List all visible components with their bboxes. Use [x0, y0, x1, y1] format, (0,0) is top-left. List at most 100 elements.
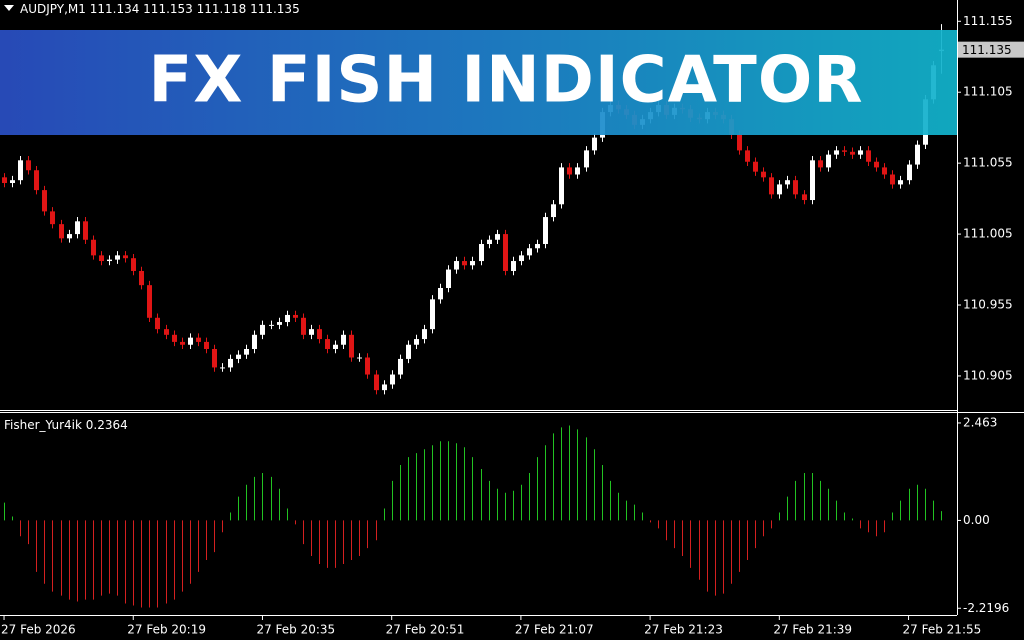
indicator-header: Fisher_Yur4ik 0.2364 [4, 418, 128, 432]
candle-body [503, 234, 508, 271]
x-tick-label: 27 Feb 20:19 [127, 623, 206, 637]
candle-body [761, 171, 766, 178]
candle-body [898, 180, 903, 185]
x-tick-label: 27 Feb 20:51 [386, 623, 465, 637]
high-value: 111.153 [143, 2, 193, 16]
candle-body [285, 314, 290, 323]
candle-body [842, 150, 847, 152]
menu-arrow[interactable] [4, 5, 14, 11]
candle-body [244, 348, 249, 355]
candle-body [592, 137, 597, 151]
candle-body [180, 341, 185, 345]
candle-body [325, 339, 330, 349]
candle-body [584, 150, 589, 168]
candle-body [374, 374, 379, 391]
banner-title: FX FISH INDICATOR [149, 44, 864, 118]
indicator-name: Fisher_Yur4ik [4, 418, 82, 432]
candle-body [511, 261, 516, 271]
candle-body [382, 384, 387, 391]
candle-body [745, 150, 750, 162]
candle-body [317, 329, 322, 340]
candle-body [785, 180, 790, 185]
candle-body [551, 204, 556, 218]
indicator-value: 0.2364 [86, 418, 128, 432]
candle-body [769, 177, 774, 195]
candle-body [519, 255, 524, 262]
candle-body [543, 217, 548, 245]
y-tick-label: 110.905 [963, 368, 1013, 382]
candle-body [75, 221, 80, 235]
candle-body [228, 358, 233, 368]
candle-body [390, 374, 395, 385]
candle-body [212, 348, 217, 368]
candle-body [858, 150, 863, 155]
candle-body [890, 174, 895, 185]
candle-body [737, 134, 742, 151]
current-price-label: 111.135 [962, 43, 1012, 57]
y-tick-label: 2.463 [963, 415, 997, 429]
candle-body [269, 324, 274, 326]
candle-body [309, 329, 314, 335]
candle-body [793, 180, 798, 195]
candle-body [559, 167, 564, 205]
candle-body [196, 337, 201, 342]
candle-body [882, 167, 887, 175]
candle-body [91, 239, 96, 256]
candle-body [293, 314, 298, 318]
candle-body [277, 322, 282, 325]
candle-body [18, 160, 23, 181]
candle-body [866, 150, 871, 162]
candle-body [123, 255, 128, 259]
candle-body [874, 161, 879, 168]
x-tick-label: 27 Feb 20:35 [256, 623, 335, 637]
candle-body [462, 261, 467, 266]
candle-body [430, 299, 435, 330]
candle-body [147, 285, 152, 318]
candle-body [172, 334, 177, 342]
candle-body [818, 160, 823, 168]
x-tick-label: 27 Feb 21:39 [773, 623, 852, 637]
candle-body [446, 269, 451, 288]
low-value: 111.118 [197, 2, 247, 16]
candle-body [131, 258, 136, 271]
candle-body [115, 255, 120, 260]
candle-body [414, 339, 419, 345]
candle-body [834, 150, 839, 155]
candle-body [59, 224, 64, 239]
candle-body [575, 167, 580, 175]
candle-body [495, 234, 500, 240]
banner-background [0, 30, 957, 135]
candle-body [333, 344, 338, 349]
candle-body [454, 261, 459, 270]
candle-body [83, 221, 88, 240]
candle-body [365, 357, 370, 375]
candle-body [50, 211, 55, 225]
candle-body [422, 329, 427, 340]
candle-body [2, 177, 7, 184]
symbol-header: AUDJPY,M1 111.134 111.153 111.118 111.13… [20, 2, 300, 16]
candle-body [26, 160, 31, 171]
candle-body [406, 344, 411, 359]
candle-body [398, 358, 403, 375]
candle-body [10, 180, 15, 184]
y-tick-label: 0.00 [963, 513, 990, 527]
candle-body [479, 244, 484, 262]
candle-body [236, 354, 241, 359]
candle-body [164, 329, 169, 335]
candle-body [67, 234, 72, 239]
candle-body [139, 270, 144, 286]
candle-body [826, 154, 831, 168]
y-tick-label: 111.105 [963, 85, 1013, 99]
candle-body [155, 317, 160, 330]
candle-body [438, 287, 443, 300]
candle-body [802, 194, 807, 201]
candle-body [99, 255, 104, 262]
open-value: 111.134 [90, 2, 140, 16]
x-tick-label: 27 Feb 21:07 [515, 623, 594, 637]
x-tick-label: 27 Feb 2026 [1, 623, 76, 637]
candle-body [301, 317, 306, 335]
candle-body [915, 144, 920, 165]
candle-body [357, 357, 362, 359]
